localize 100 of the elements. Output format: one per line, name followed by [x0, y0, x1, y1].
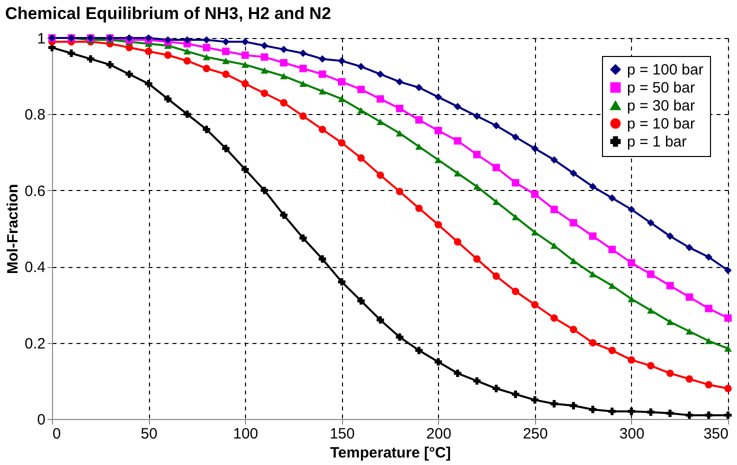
legend-label: p = 50 bar: [627, 80, 695, 96]
point: [608, 346, 616, 354]
point: [666, 232, 674, 240]
point: [492, 122, 500, 130]
point: [686, 293, 694, 301]
point: [144, 48, 152, 56]
point: [396, 188, 404, 196]
point: [299, 112, 307, 120]
point: [434, 93, 442, 101]
point: [396, 333, 404, 341]
point: [686, 375, 694, 383]
point: [473, 255, 481, 263]
point: [589, 339, 597, 346]
point: [318, 70, 326, 78]
point: [589, 182, 597, 190]
point: [86, 55, 94, 63]
point: [376, 171, 384, 179]
point: [318, 255, 326, 263]
point: [492, 198, 500, 206]
point: [608, 194, 616, 202]
point: [222, 70, 230, 78]
point: [396, 130, 404, 136]
point: [628, 296, 636, 302]
point: [724, 384, 732, 392]
point: [222, 48, 230, 56]
point: [570, 326, 578, 334]
point: [589, 406, 597, 414]
point: [222, 58, 230, 64]
point: [318, 126, 326, 134]
legend-label: p = 10 bar: [627, 116, 695, 132]
point: [608, 408, 616, 416]
point: [570, 258, 578, 264]
point: [318, 88, 326, 95]
point: [202, 126, 210, 134]
point: [164, 95, 172, 103]
point: [550, 314, 558, 322]
point: [415, 204, 423, 212]
point: [512, 214, 520, 220]
point: [724, 266, 732, 274]
point: [338, 57, 346, 65]
point: [260, 53, 268, 61]
point: [704, 411, 712, 419]
x-tick-label: 200: [426, 426, 452, 442]
point: [512, 390, 520, 398]
point: [686, 244, 694, 252]
point: [704, 253, 712, 261]
point: [357, 154, 365, 162]
point: [628, 206, 636, 214]
point: [280, 59, 288, 66]
y-tick-label: 0: [37, 412, 46, 428]
point: [357, 62, 365, 70]
point: [704, 304, 712, 312]
x-tick-label: 50: [140, 426, 158, 442]
point: [164, 51, 172, 59]
point: [608, 246, 616, 254]
point: [473, 377, 481, 385]
point: [550, 242, 558, 249]
point: [473, 150, 481, 158]
point: [415, 84, 423, 92]
point: [183, 57, 191, 65]
point: [183, 48, 191, 55]
point: [280, 99, 288, 106]
point: [608, 282, 616, 289]
point: [376, 118, 384, 126]
point: [299, 80, 307, 87]
point: [531, 190, 539, 198]
point: [531, 301, 539, 308]
point: [202, 54, 210, 60]
legend-label: p = 30 bar: [627, 98, 695, 114]
point: [666, 282, 674, 290]
point: [396, 78, 404, 86]
point: [550, 156, 558, 164]
point: [724, 411, 732, 419]
point: [454, 137, 462, 145]
point: [357, 297, 365, 305]
point: [512, 133, 520, 141]
point: [666, 410, 674, 417]
point: [473, 112, 481, 120]
point: [415, 116, 423, 124]
point: [241, 38, 249, 46]
point: [589, 271, 597, 278]
point: [338, 96, 346, 102]
point: [396, 104, 404, 112]
point: [434, 156, 442, 164]
point: [531, 396, 539, 404]
point: [454, 370, 462, 377]
point: [512, 179, 520, 186]
point: [126, 70, 133, 78]
point: [686, 328, 694, 335]
point: [415, 346, 423, 354]
point: [434, 220, 442, 228]
point: [647, 408, 654, 416]
point: [299, 234, 307, 242]
point: [357, 107, 365, 114]
point: [376, 70, 384, 78]
x-tick-label: 150: [330, 426, 355, 442]
x-axis-title: Temperature [°C]: [330, 444, 451, 462]
point: [628, 356, 636, 364]
point: [454, 238, 462, 246]
point: [647, 307, 654, 314]
